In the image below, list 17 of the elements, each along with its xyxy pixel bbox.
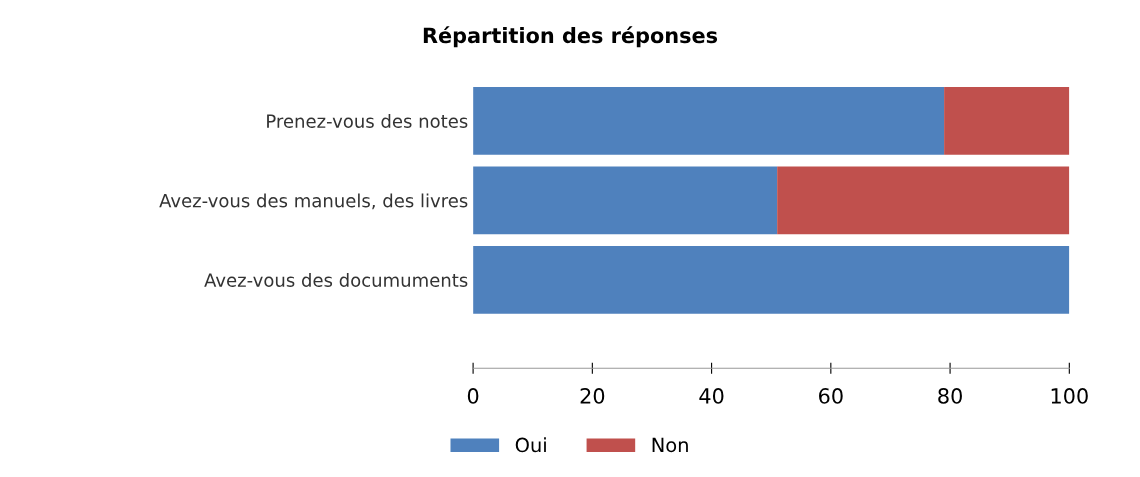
x-tick-label: 20 xyxy=(580,388,605,404)
x-tick-label: 80 xyxy=(938,388,962,404)
bar xyxy=(473,166,778,235)
x-tick-label: 60 xyxy=(819,388,843,404)
bar xyxy=(473,246,1070,314)
y-tick-label: Prenez-vous des notes xyxy=(267,113,468,128)
chart-title: Répartition des réponses xyxy=(423,26,718,48)
y-tick-label: Avez-vous des manuels, des livres xyxy=(159,193,468,210)
bar xyxy=(944,87,1070,155)
x-tick-label: 40 xyxy=(699,388,724,404)
bar xyxy=(777,166,1070,235)
bar xyxy=(473,87,945,155)
y-tick-label: Avez-vous des documuments xyxy=(204,272,468,287)
legend-label: Oui xyxy=(515,437,546,453)
x-tick-label: 0 xyxy=(467,388,479,404)
legend-label: Non xyxy=(652,437,688,453)
x-tick-label: 100 xyxy=(1051,388,1088,404)
